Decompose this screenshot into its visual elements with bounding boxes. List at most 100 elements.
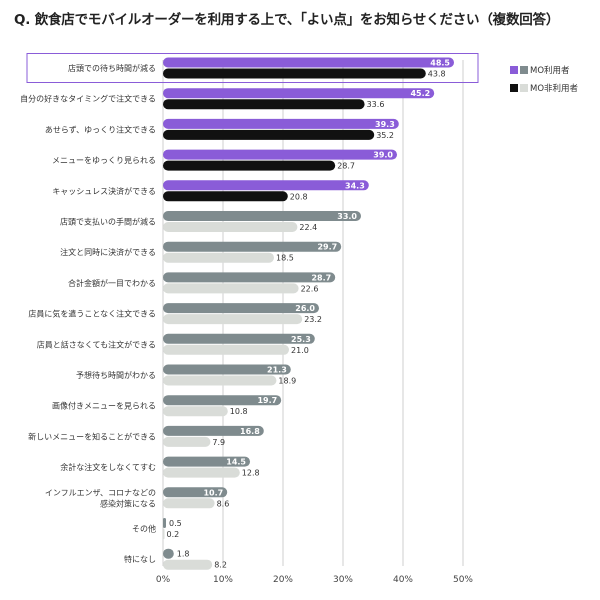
data-label-non-users: 28.7 xyxy=(337,162,355,171)
data-label-non-users: 22.6 xyxy=(301,284,319,293)
data-label-mo-users: 33.0 xyxy=(337,212,357,221)
data-label-mo-users: 48.5 xyxy=(430,59,450,68)
legend-swatch-black xyxy=(510,84,518,92)
x-tick-label: 30% xyxy=(333,575,353,585)
data-label-mo-users: 14.5 xyxy=(226,458,246,467)
category-label: その他 xyxy=(132,524,156,534)
x-tick-label: 0% xyxy=(156,575,171,585)
bar-mo-users xyxy=(163,487,228,498)
x-tick-label: 10% xyxy=(213,575,233,585)
bar-mo-users xyxy=(163,425,264,436)
bar-mo-users xyxy=(163,180,369,191)
data-label-mo-users: 39.3 xyxy=(375,120,395,129)
bar-non-users xyxy=(163,498,215,509)
data-label-mo-users: 21.3 xyxy=(267,366,287,375)
data-label-non-users: 7.9 xyxy=(212,438,225,447)
category-label: 画像付きメニューを見られる xyxy=(52,401,156,411)
bar-mo-users xyxy=(163,211,361,221)
legend-label-mo-users: MO利用者 xyxy=(530,66,570,76)
bar-mo-users xyxy=(163,456,250,467)
data-label-non-users: 10.8 xyxy=(230,407,248,416)
category-label: 新しいメニューを知ることができる xyxy=(28,431,156,441)
data-label-non-users: 35.2 xyxy=(376,131,394,140)
data-label-non-users: 18.9 xyxy=(278,377,296,386)
bar-mo-users xyxy=(163,364,291,375)
data-label-mo-users: 16.8 xyxy=(240,427,260,436)
data-label-mo-users: 34.3 xyxy=(345,181,365,190)
data-label-non-users: 33.6 xyxy=(367,100,385,109)
bar-non-users xyxy=(163,314,303,325)
bar-non-users xyxy=(163,68,426,79)
bar-mo-users xyxy=(163,149,397,160)
bar-mo-users xyxy=(163,272,336,283)
bar-non-users xyxy=(163,283,299,294)
category-label: メニューをゆっくり見られる xyxy=(52,156,156,165)
data-label-non-users: 12.8 xyxy=(242,469,260,478)
chart-title: Q. 飲食店でモバイルオーダーを利用する上で、「よい点」をお知らせください（複数… xyxy=(14,12,560,28)
data-label-non-users: 8.6 xyxy=(217,499,230,508)
data-label-mo-users: 10.7 xyxy=(203,488,223,497)
bar-mo-users xyxy=(163,518,166,528)
category-label: 店員に気を遣うことなく注文できる xyxy=(28,309,156,319)
bar-mo-users xyxy=(163,548,174,559)
bar-mo-users xyxy=(163,303,319,314)
legend-swatch-purple xyxy=(510,66,518,74)
bar-mo-users xyxy=(163,57,454,68)
bar-non-users xyxy=(163,559,213,570)
category-label: 合計金額が一目でわかる xyxy=(68,278,156,288)
bar-non-users xyxy=(163,160,336,171)
bar-non-users xyxy=(163,467,240,478)
data-label-mo-users: 29.7 xyxy=(317,243,337,252)
bar-mo-users xyxy=(163,88,435,99)
legend-item-mo-users: MO利用者 xyxy=(510,64,570,76)
category-label: 余計な注文をしなくてすむ xyxy=(60,462,156,472)
category-label: 予想待ち時間がわかる xyxy=(76,370,156,380)
data-label-non-users: 21.0 xyxy=(291,346,309,355)
data-label-mo-users: 39.0 xyxy=(373,151,393,160)
data-label-non-users: 18.5 xyxy=(276,254,294,263)
bar-non-users xyxy=(163,129,375,140)
bar-mo-users xyxy=(163,395,282,406)
legend-item-non-users: MO非利用者 xyxy=(510,82,578,94)
data-label-non-users: 20.8 xyxy=(290,192,308,201)
category-label: あせらず、ゆっくり注文できる xyxy=(45,124,156,134)
category-label: 店頭での待ち時間が減る xyxy=(68,63,156,73)
category-label: 特になし xyxy=(124,554,156,564)
data-label-mo-users: 1.8 xyxy=(177,550,190,559)
legend-label-non-users: MO非利用者 xyxy=(530,84,579,94)
bar-non-users xyxy=(163,344,289,355)
data-label-mo-users: 28.7 xyxy=(311,273,331,282)
bar-non-users xyxy=(163,191,288,202)
category-label: 店員と話さなくても注文ができる xyxy=(37,339,156,349)
bar-mo-users xyxy=(163,118,399,129)
bar-non-users xyxy=(163,252,274,263)
legend-swatch-light xyxy=(520,84,528,92)
bar-non-users xyxy=(163,529,165,539)
data-label-mo-users: 19.7 xyxy=(257,396,277,405)
data-label-non-users: 8.2 xyxy=(214,561,227,570)
bar-non-users xyxy=(163,99,365,110)
category-label: 店頭で支払いの手間が減る xyxy=(60,217,156,227)
bar-non-users xyxy=(163,375,277,386)
category-label: 自分の好きなタイミングで注文できる xyxy=(20,94,156,104)
category-label: インフルエンザ、コロナなどの感染対策になる xyxy=(45,488,156,508)
bar-non-users xyxy=(163,222,298,232)
highlight-box xyxy=(26,53,479,83)
bar-non-users xyxy=(163,406,228,417)
bar-non-users xyxy=(163,436,211,447)
data-label-non-users: 22.4 xyxy=(299,223,317,232)
x-tick-label: 40% xyxy=(393,575,413,585)
data-label-non-users: 23.2 xyxy=(304,315,322,324)
x-tick-label: 20% xyxy=(273,575,293,585)
data-label-mo-users: 0.5 xyxy=(169,519,182,528)
bar-mo-users xyxy=(163,241,342,252)
x-tick-label: 50% xyxy=(453,575,473,585)
category-label: キャッシュレス決済ができる xyxy=(52,186,156,196)
data-label-mo-users: 45.2 xyxy=(410,89,430,98)
data-label-mo-users: 25.3 xyxy=(291,335,311,344)
data-label-mo-users: 26.0 xyxy=(295,304,315,313)
category-label: 注文と同時に決済ができる xyxy=(60,247,156,257)
data-label-non-users: 43.8 xyxy=(428,70,446,79)
data-label-non-users: 0.2 xyxy=(167,530,180,539)
